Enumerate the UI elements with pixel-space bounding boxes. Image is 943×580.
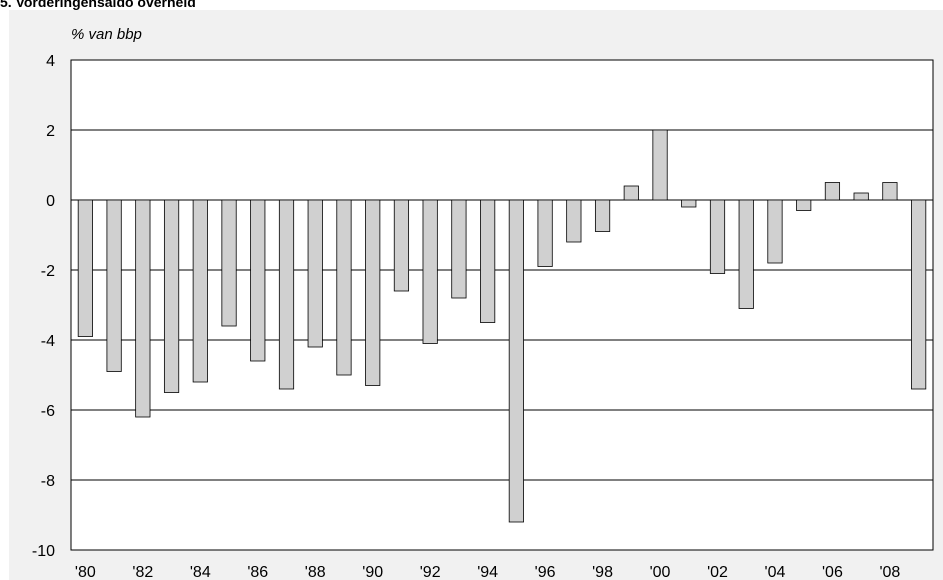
bar-1988 <box>307 199 323 348</box>
y-tick-label: -4 <box>41 333 55 350</box>
bar-1984 <box>192 199 208 383</box>
plot-area <box>71 60 933 550</box>
y-tick-label: -6 <box>41 403 55 420</box>
x-tick-label: '86 <box>247 564 268 580</box>
y-tick-label: -8 <box>41 473 55 490</box>
bar-2009 <box>911 199 927 390</box>
bar-2006 <box>824 182 841 201</box>
bar-1989 <box>336 199 352 376</box>
bar-1980 <box>77 199 93 337</box>
bar-1982 <box>135 199 151 418</box>
bar-1985 <box>221 199 237 327</box>
bar-1981 <box>106 199 122 372</box>
x-tick-label: '90 <box>362 564 383 580</box>
chart-panel: % van bbp 4 2 0 -2 -4 -6 -8 -10 '80 '82 '84 '86 '88… <box>9 10 943 580</box>
x-tick-label: '94 <box>477 564 498 580</box>
bar-2001 <box>681 199 697 208</box>
bar-1991 <box>393 199 410 292</box>
bar-2005 <box>796 199 812 211</box>
x-tick-label: '02 <box>707 564 728 580</box>
x-tick-label: '96 <box>535 564 556 580</box>
bar-1994 <box>480 199 496 323</box>
x-tick-label: '80 <box>75 564 96 580</box>
bar-2004 <box>767 199 783 264</box>
bar-1999 <box>623 185 639 201</box>
bar-2000 <box>652 129 668 201</box>
bar-1997 <box>566 199 582 243</box>
y-tick-label: 4 <box>46 53 55 70</box>
y-tick-label: -2 <box>41 263 55 280</box>
bar-1986 <box>250 199 266 362</box>
x-tick-label: '04 <box>765 564 786 580</box>
x-tick-label: '06 <box>822 564 843 580</box>
bar-2002 <box>709 199 726 274</box>
plot-frame <box>70 59 934 551</box>
y-tick-label: 2 <box>46 123 55 140</box>
y-axis-label: % van bbp <box>71 26 142 43</box>
bar-1996 <box>537 199 553 267</box>
x-tick-label: '08 <box>879 564 900 580</box>
chart-title: 5. Vorderingensaldo overheid <box>0 0 196 10</box>
bar-1992 <box>422 199 438 344</box>
bar-1995 <box>508 199 524 523</box>
bar-1987 <box>278 199 295 390</box>
x-tick-label: '00 <box>650 564 671 580</box>
y-axis-ticks: 4 2 0 -2 -4 -6 -8 -10 <box>32 53 55 560</box>
bar-chart: % van bbp 4 2 0 -2 -4 -6 -8 -10 '80 '82 '84 '86 '88… <box>32 26 934 580</box>
bar-2003 <box>738 199 754 309</box>
x-tick-label: '98 <box>592 564 613 580</box>
y-tick-label: 0 <box>46 193 55 210</box>
bar-1983 <box>163 199 180 393</box>
x-axis-ticks: '80 '82 '84 '86 '88 '90 '92 '94 '96 '98 '00 '02 '04 '… <box>75 564 900 580</box>
x-tick-label: '88 <box>305 564 326 580</box>
x-tick-label: '92 <box>420 564 441 580</box>
bars <box>77 129 927 523</box>
y-tick-label: -10 <box>32 543 55 560</box>
bar-2007 <box>853 192 869 201</box>
bar-1990 <box>365 199 381 386</box>
bar-1993 <box>451 199 467 299</box>
x-tick-label: '84 <box>190 564 211 580</box>
bar-1998 <box>594 199 611 232</box>
x-tick-label: '82 <box>132 564 153 580</box>
bar-2008 <box>882 182 898 201</box>
